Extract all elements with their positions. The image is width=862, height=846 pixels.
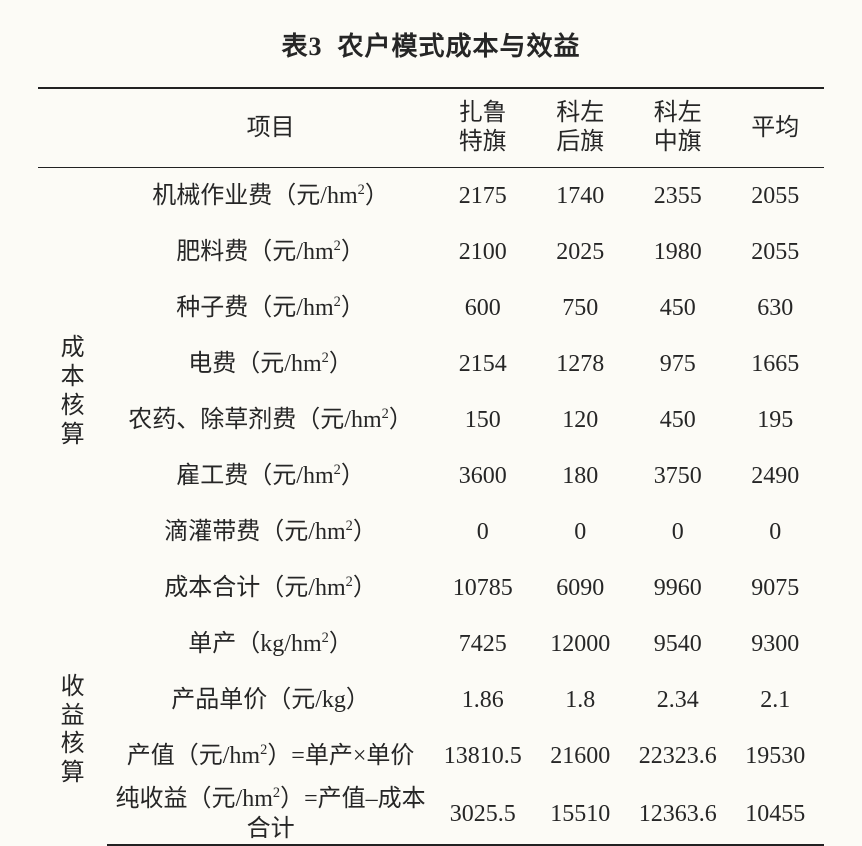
cell-value: 1665 [727,336,824,392]
cell-value: 630 [727,280,824,336]
cell-item: 产值（元/hm2）=单产×单价 [107,728,434,784]
table-row: 收益核算 单产（kg/hm2） 7425 12000 9540 9300 [38,616,824,672]
cell-value: 180 [532,448,629,504]
cell-item: 纯收益（元/hm2）=产值–成本合计 [107,784,434,845]
cell-value: 7425 [434,616,532,672]
table-row: 电费（元/hm2） 2154 1278 975 1665 [38,336,824,392]
cell-value: 2055 [727,224,824,280]
cell-value: 2.34 [629,672,727,728]
cell-value: 0 [532,504,629,560]
table-row: 纯收益（元/hm2）=产值–成本合计 3025.5 15510 12363.6 … [38,784,824,845]
cell-item: 单产（kg/hm2） [107,616,434,672]
header-col-1: 扎鲁特旗 [434,88,532,168]
cell-value: 3600 [434,448,532,504]
cell-value: 450 [629,392,727,448]
cell-value: 3025.5 [434,784,532,845]
table-row: 雇工费（元/hm2） 3600 180 3750 2490 [38,448,824,504]
cell-value: 1278 [532,336,629,392]
cell-value: 2.1 [727,672,824,728]
cell-value: 2154 [434,336,532,392]
cell-value: 9300 [727,616,824,672]
cell-item: 机械作业费（元/hm2） [107,168,434,225]
header-blank [38,88,107,168]
cell-value: 1980 [629,224,727,280]
cell-value: 12363.6 [629,784,727,845]
cell-value: 10785 [434,560,532,616]
group-label-cost: 成本核算 [38,168,107,617]
cell-item: 产品单价（元/kg） [107,672,434,728]
table-row: 滴灌带费（元/hm2） 0 0 0 0 [38,504,824,560]
cell-value: 1740 [532,168,629,225]
cell-value: 750 [532,280,629,336]
cell-value: 1.86 [434,672,532,728]
cell-item: 肥料费（元/hm2） [107,224,434,280]
header-col-4: 平均 [727,88,824,168]
cell-value: 12000 [532,616,629,672]
table-row: 产品单价（元/kg） 1.86 1.8 2.34 2.1 [38,672,824,728]
cell-value: 0 [629,504,727,560]
cost-benefit-table: 项目 扎鲁特旗 科左后旗 科左中旗 平均 成本核算 机械作业费（元/hm2） 2… [38,87,824,846]
cell-value: 21600 [532,728,629,784]
cell-value: 150 [434,392,532,448]
cell-value: 22323.6 [629,728,727,784]
cell-item: 电费（元/hm2） [107,336,434,392]
cell-value: 195 [727,392,824,448]
cell-item: 成本合计（元/hm2） [107,560,434,616]
cell-value: 975 [629,336,727,392]
cell-value: 2490 [727,448,824,504]
table-header-row: 项目 扎鲁特旗 科左后旗 科左中旗 平均 [38,88,824,168]
cell-value: 15510 [532,784,629,845]
cell-value: 2025 [532,224,629,280]
cell-value: 600 [434,280,532,336]
cell-value: 9960 [629,560,727,616]
cell-value: 3750 [629,448,727,504]
group-label-income: 收益核算 [38,616,107,845]
cell-value: 0 [434,504,532,560]
header-item: 项目 [107,88,434,168]
cell-value: 2055 [727,168,824,225]
cell-value: 6090 [532,560,629,616]
cell-value: 120 [532,392,629,448]
table-row: 肥料费（元/hm2） 2100 2025 1980 2055 [38,224,824,280]
header-col-3: 科左中旗 [629,88,727,168]
cell-value: 9075 [727,560,824,616]
table-row: 种子费（元/hm2） 600 750 450 630 [38,280,824,336]
table-row: 成本合计（元/hm2） 10785 6090 9960 9075 [38,560,824,616]
cell-value: 13810.5 [434,728,532,784]
cell-item: 种子费（元/hm2） [107,280,434,336]
cell-item: 滴灌带费（元/hm2） [107,504,434,560]
cell-value: 10455 [727,784,824,845]
table-caption: 表3 农户模式成本与效益 [38,26,824,63]
table-row: 农药、除草剂费（元/hm2） 150 120 450 195 [38,392,824,448]
header-col-2: 科左后旗 [532,88,629,168]
cell-value: 1.8 [532,672,629,728]
cell-value: 2355 [629,168,727,225]
cell-value: 450 [629,280,727,336]
cell-value: 9540 [629,616,727,672]
cell-value: 19530 [727,728,824,784]
cell-item: 农药、除草剂费（元/hm2） [107,392,434,448]
table-row: 成本核算 机械作业费（元/hm2） 2175 1740 2355 2055 [38,168,824,225]
cell-item: 雇工费（元/hm2） [107,448,434,504]
cell-value: 2100 [434,224,532,280]
table-row: 产值（元/hm2）=单产×单价 13810.5 21600 22323.6 19… [38,728,824,784]
cell-value: 0 [727,504,824,560]
cell-value: 2175 [434,168,532,225]
